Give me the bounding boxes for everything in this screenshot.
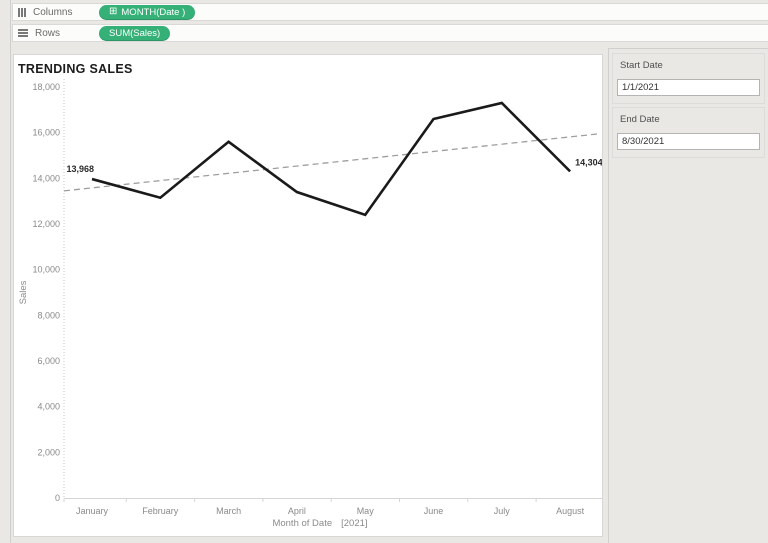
x-tick-label: May (357, 506, 375, 516)
y-tick-label: 18,000 (32, 82, 60, 92)
rows-shelf-header: Rows (13, 28, 99, 39)
start-date-parameter: Start Date (612, 53, 765, 104)
end-date-input[interactable] (617, 133, 760, 150)
rows-shelf-label: Rows (35, 27, 61, 39)
sales-line-chart[interactable]: 18,000 16,000 14,000 12,000 10,000 8,000 6,000… (14, 55, 602, 536)
x-tick-label: June (424, 506, 444, 516)
rows-shelf[interactable]: Rows SUM(Sales) (12, 24, 768, 42)
sales-line[interactable] (91, 101, 572, 217)
sum-sales-pill[interactable]: SUM(Sales) (99, 25, 171, 41)
y-tick-label: 16,000 (32, 128, 60, 138)
expand-plus-icon[interactable]: ⊞ (109, 6, 118, 17)
y-tick-label: 12,000 (32, 219, 60, 229)
y-tick-label: 8,000 (37, 310, 60, 320)
first-point-label: 13,968 (66, 164, 94, 174)
end-date-label: End Date (620, 114, 660, 125)
rows-icon (18, 29, 28, 37)
y-tick-label: 4,000 (37, 402, 60, 412)
x-tick-label: January (76, 506, 109, 516)
start-date-input[interactable] (617, 79, 760, 96)
month-date-pill-label: MONTH(Date ) (121, 6, 186, 18)
y-tick-label: 10,000 (32, 265, 60, 275)
chart-card: TRENDING SALES 18,000 16,000 14,000 12,000 1… (13, 54, 603, 537)
columns-shelf-label: Columns (33, 6, 73, 18)
columns-shelf[interactable]: Columns ⊞ MONTH(Date ) (12, 3, 768, 21)
y-tick-label: 6,000 (37, 356, 60, 366)
x-tick-label: April (288, 506, 306, 516)
month-date-pill[interactable]: ⊞ MONTH(Date ) (99, 4, 196, 20)
start-date-label: Start Date (620, 60, 663, 71)
content-area: TRENDING SALES 18,000 16,000 14,000 12,000 1… (10, 46, 768, 543)
sum-sales-pill-label: SUM(Sales) (109, 27, 161, 39)
x-tick-label: August (556, 506, 585, 516)
x-tick-label: February (142, 506, 179, 516)
chart-title: TRENDING SALES (18, 62, 133, 76)
parameter-panel: Start Date End Date (608, 48, 768, 543)
y-tick-label: 0 (55, 493, 60, 503)
x-tick-label: July (494, 506, 511, 516)
y-tick-label: 14,000 (32, 173, 60, 183)
x-axis-title: Month of Date [2021] (272, 518, 367, 529)
trend-line (63, 133, 600, 192)
end-date-parameter: End Date (612, 107, 765, 158)
shelf-bar: Columns ⊞ MONTH(Date ) Rows SUM(Sales) (10, 0, 768, 46)
columns-icon (18, 7, 26, 17)
y-axis-title: Sales (18, 280, 29, 304)
x-tick-label: March (216, 506, 241, 516)
columns-shelf-header: Columns (13, 7, 99, 18)
last-point-label: 14,304 (575, 157, 602, 167)
y-tick-label: 2,000 (37, 447, 60, 457)
